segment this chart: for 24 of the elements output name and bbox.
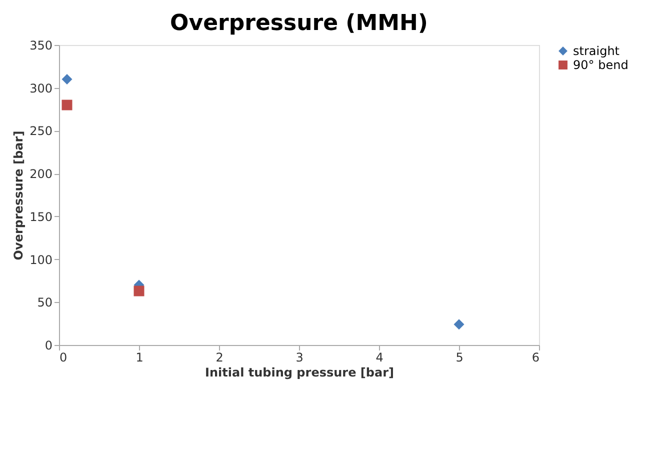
legend-label: straight bbox=[573, 44, 620, 58]
chart-title: Overpressure (MMH) bbox=[170, 11, 428, 36]
y-axis-title: Overpressure [bar] bbox=[12, 130, 26, 260]
y-tick-label: 300 bbox=[30, 81, 52, 96]
y-tick-label: 0 bbox=[44, 338, 52, 352]
x-tick-label: 1 bbox=[136, 350, 144, 364]
y-tick-label: 200 bbox=[30, 167, 52, 182]
x-axis-title: Initial tubing pressure [bar] bbox=[205, 366, 394, 380]
legend-label: 90° bend bbox=[573, 58, 628, 72]
point bbox=[62, 74, 72, 85]
x-tick-label: 5 bbox=[456, 350, 464, 364]
y-tick-label: 350 bbox=[30, 38, 52, 52]
y-tick-label: 50 bbox=[37, 296, 52, 310]
x-tick-label: 6 bbox=[532, 350, 540, 364]
point bbox=[134, 286, 144, 296]
x-tick-label: 4 bbox=[376, 350, 384, 364]
x-tick-label: 0 bbox=[60, 350, 68, 364]
x-tick-label: 2 bbox=[216, 350, 224, 364]
y-tick-label: 100 bbox=[30, 252, 52, 267]
point bbox=[454, 319, 464, 330]
y-tick-label: 250 bbox=[30, 124, 52, 138]
point bbox=[62, 100, 72, 110]
x-tick-label: 3 bbox=[296, 350, 304, 364]
y-tick-label: 150 bbox=[30, 210, 52, 224]
